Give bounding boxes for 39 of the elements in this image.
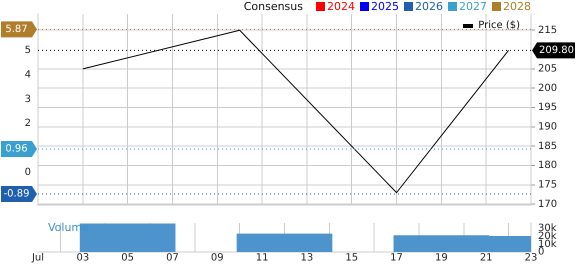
- x-tick-label: 09: [210, 252, 224, 264]
- legend-label: 2027: [458, 0, 487, 13]
- y2-tick-label: 185: [538, 140, 558, 152]
- x-tick-label: 15: [345, 252, 358, 264]
- y2-tick-label: 190: [538, 121, 558, 132]
- legend-label: 2025: [370, 0, 399, 13]
- ref-line-label: -0.89: [4, 188, 30, 200]
- ref-line-label: 0.96: [5, 144, 28, 155]
- y2-tick-label: 205: [538, 63, 558, 74]
- ref-line-label: 5.87: [5, 24, 28, 35]
- legend-title: Consensus: [244, 0, 303, 13]
- y-tick-label: 5: [24, 45, 31, 56]
- bar: [236, 234, 332, 252]
- x-tick-label: 19: [434, 252, 448, 264]
- y-tick-label: 0: [24, 166, 31, 178]
- y-tick-label: 2: [24, 118, 31, 130]
- y2-tick-label: 170: [538, 198, 558, 210]
- y-tick-label: 4: [24, 70, 31, 80]
- y2-tick-label: 200: [538, 82, 558, 94]
- y2-tick-label: 175: [538, 179, 558, 190]
- legend-label: 2028: [502, 0, 531, 13]
- legend-label: 2024: [326, 0, 355, 13]
- x-tick-label: 21: [480, 252, 493, 264]
- x-tick-label: Jul: [30, 252, 44, 264]
- x-tick-label: 13: [300, 252, 314, 264]
- x-tick-label: 23: [524, 252, 538, 264]
- y2-tick-label: 0: [538, 246, 544, 258]
- x-tick-label: 07: [166, 252, 179, 264]
- y2-tick-label: 180: [538, 160, 558, 172]
- y2-tick-label: 195: [538, 102, 558, 114]
- x-tick-label: 11: [256, 252, 268, 264]
- x-tick-label: 05: [121, 252, 134, 264]
- x-tick-label: 17: [390, 252, 403, 264]
- x-tick-label: 03: [76, 252, 90, 264]
- y2-tick-label: 215: [538, 24, 558, 36]
- legend-label: Price ($): [477, 20, 520, 31]
- legend-label: 2026: [414, 0, 443, 13]
- ref-line-label: 209.80: [539, 44, 574, 56]
- y-tick-label: 3: [24, 94, 31, 105]
